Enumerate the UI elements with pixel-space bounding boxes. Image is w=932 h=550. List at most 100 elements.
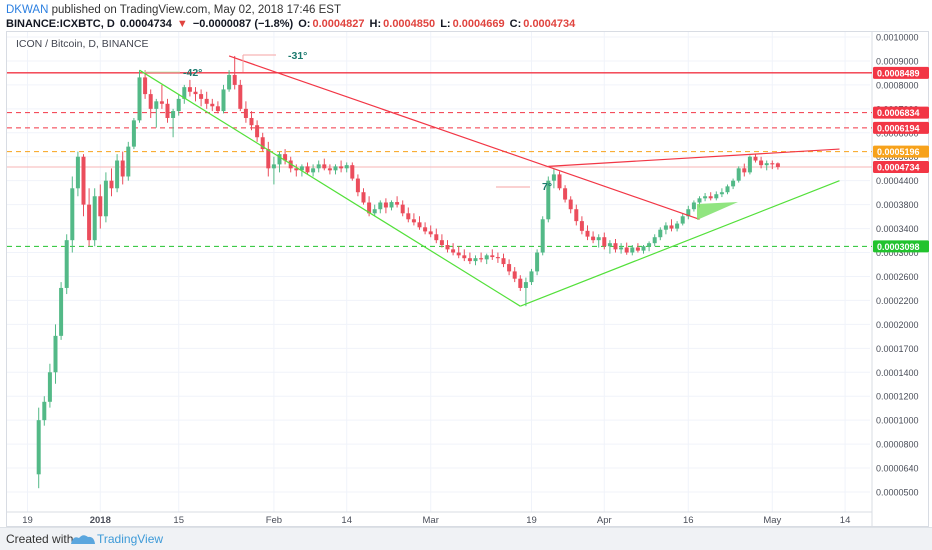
candle-body[interactable]: [333, 166, 338, 171]
trendline-downtrend-support[interactable]: [139, 69, 521, 307]
candle-body[interactable]: [675, 223, 680, 229]
candle-body[interactable]: [680, 216, 685, 224]
candle-body[interactable]: [339, 166, 344, 169]
candle-body[interactable]: [523, 282, 528, 288]
candle-body[interactable]: [260, 137, 265, 150]
candle-body[interactable]: [691, 202, 696, 210]
candle-body[interactable]: [490, 255, 495, 258]
candle-body[interactable]: [540, 219, 545, 253]
candle-body[interactable]: [400, 204, 405, 214]
candle-body[interactable]: [165, 103, 170, 118]
candle-body[interactable]: [75, 156, 80, 189]
candle-body[interactable]: [255, 125, 260, 138]
author-name[interactable]: DKWAN: [6, 4, 49, 16]
candle-body[interactable]: [378, 202, 383, 210]
candle-body[interactable]: [579, 221, 584, 231]
candle-body[interactable]: [708, 196, 713, 199]
trendline-downtrend-fan-upper[interactable]: [228, 55, 700, 220]
candle-body[interactable]: [535, 252, 540, 272]
candle-body[interactable]: [686, 209, 691, 217]
candle-body[interactable]: [731, 180, 736, 187]
candle-body[interactable]: [529, 271, 534, 283]
candle-body[interactable]: [406, 213, 411, 220]
candle-body[interactable]: [697, 198, 702, 203]
price-axis-badge[interactable]: [873, 160, 929, 173]
candle-body[interactable]: [518, 278, 523, 288]
candle-body[interactable]: [613, 243, 618, 250]
candle-body[interactable]: [120, 160, 125, 177]
candle-body[interactable]: [283, 154, 288, 161]
projection-triangle[interactable]: [697, 202, 738, 220]
price-axis-badge[interactable]: [873, 106, 929, 119]
candle-body[interactable]: [635, 247, 640, 251]
candle-body[interactable]: [630, 247, 635, 253]
candle-body[interactable]: [641, 246, 646, 251]
candle-body[interactable]: [372, 209, 377, 214]
candle-body[interactable]: [423, 227, 428, 232]
candle-body[interactable]: [344, 165, 349, 169]
candle-body[interactable]: [434, 234, 439, 241]
candle-body[interactable]: [154, 101, 159, 109]
candle-body[interactable]: [479, 258, 484, 260]
candle-body[interactable]: [92, 196, 97, 241]
candle-body[interactable]: [322, 164, 327, 169]
price-axis-badge[interactable]: [873, 145, 929, 158]
candle-body[interactable]: [563, 188, 568, 200]
tradingview-logo-icon[interactable]: [70, 532, 96, 546]
candle-body[interactable]: [232, 74, 237, 85]
candle-body[interactable]: [725, 186, 730, 193]
candle-body[interactable]: [770, 163, 775, 165]
candle-body[interactable]: [204, 98, 209, 104]
trendline-rising-resistance[interactable]: [548, 148, 840, 167]
candle-body[interactable]: [361, 192, 366, 203]
candle-body[interactable]: [462, 255, 467, 259]
candle-body[interactable]: [764, 163, 769, 166]
candle-body[interactable]: [703, 196, 708, 199]
candle-body[interactable]: [227, 74, 232, 90]
candle-body[interactable]: [395, 202, 400, 205]
trendline-uptrend-support[interactable]: [520, 180, 840, 307]
candle-body[interactable]: [658, 229, 663, 238]
candle-body[interactable]: [417, 222, 422, 228]
price-axis-badge[interactable]: [873, 66, 929, 79]
candle-body[interactable]: [98, 196, 103, 217]
candle-body[interactable]: [439, 240, 444, 246]
candle-body[interactable]: [669, 225, 674, 229]
candle-body[interactable]: [747, 156, 752, 173]
candle-body[interactable]: [411, 219, 416, 223]
candle-body[interactable]: [36, 420, 41, 475]
candle-body[interactable]: [602, 237, 607, 247]
candle-body[interactable]: [445, 245, 450, 250]
candle-body[interactable]: [115, 160, 120, 189]
candle-body[interactable]: [574, 209, 579, 222]
candle-body[interactable]: [182, 87, 187, 99]
candle-body[interactable]: [428, 231, 433, 235]
candle-body[interactable]: [507, 264, 512, 272]
candle-body[interactable]: [367, 202, 372, 214]
candle-body[interactable]: [753, 156, 758, 161]
candle-body[interactable]: [109, 180, 114, 189]
candle-body[interactable]: [137, 77, 142, 121]
candle-body[interactable]: [266, 149, 271, 169]
candle-body[interactable]: [47, 372, 52, 402]
candle-body[interactable]: [719, 192, 724, 195]
candle-body[interactable]: [456, 252, 461, 256]
candle-body[interactable]: [221, 89, 226, 112]
candle-body[interactable]: [501, 258, 506, 265]
candle-body[interactable]: [389, 202, 394, 208]
candle-body[interactable]: [53, 335, 58, 373]
candle-body[interactable]: [159, 101, 164, 104]
candle-body[interactable]: [473, 258, 478, 262]
candle-body[interactable]: [607, 243, 612, 247]
candle-body[interactable]: [215, 106, 220, 112]
candle-body[interactable]: [551, 174, 556, 181]
candle-body[interactable]: [131, 120, 136, 147]
price-axis-badge[interactable]: [873, 240, 929, 253]
candle-body[interactable]: [187, 87, 192, 92]
candle-body[interactable]: [495, 257, 500, 259]
candle-body[interactable]: [148, 94, 153, 109]
candle-body[interactable]: [42, 401, 47, 421]
candle-body[interactable]: [591, 236, 596, 241]
candle-body[interactable]: [557, 174, 562, 189]
